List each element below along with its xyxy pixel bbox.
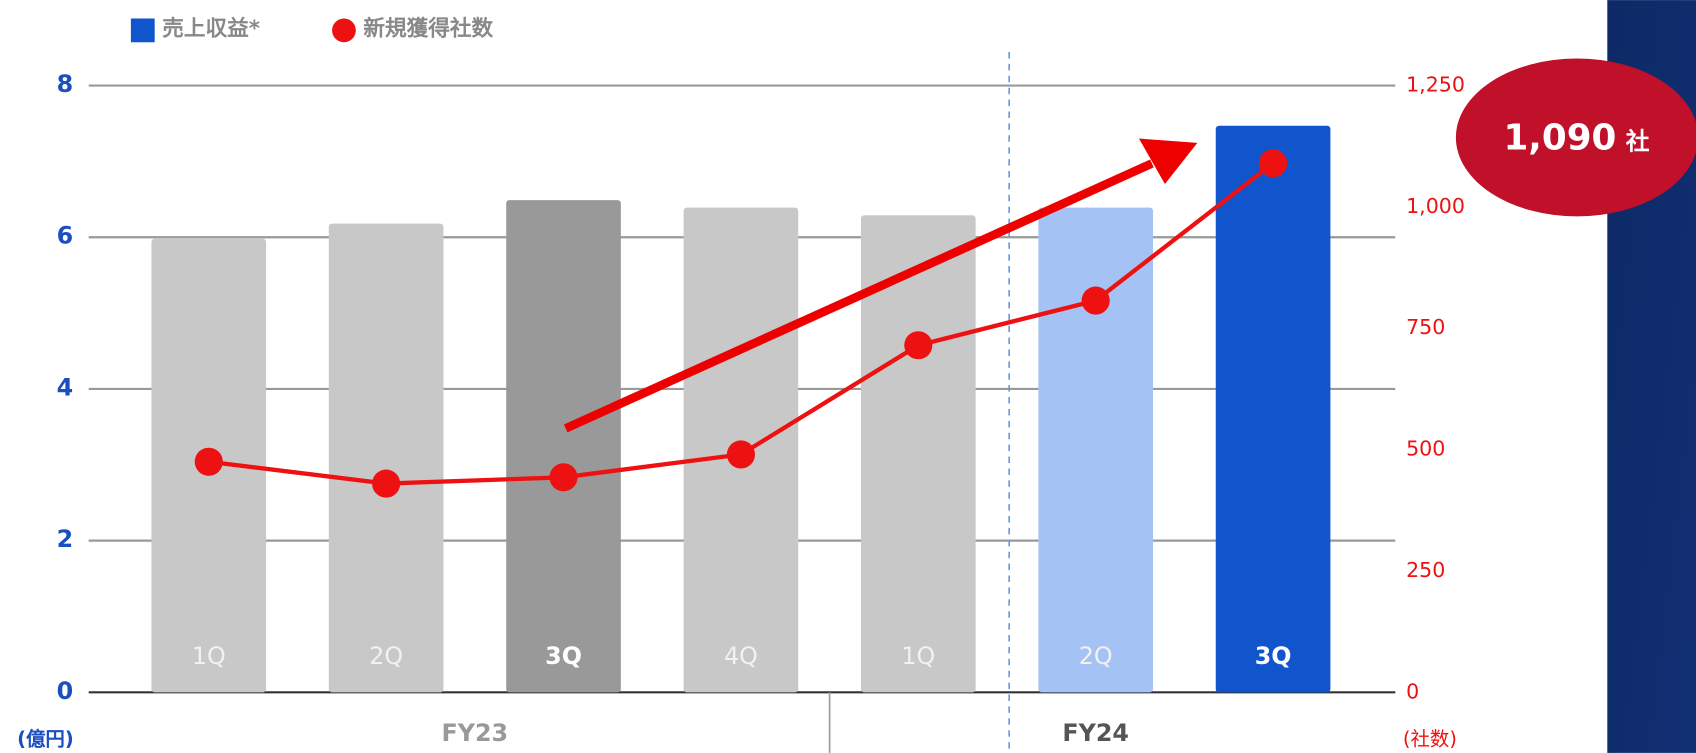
x-tick-label: 1Q (192, 642, 226, 670)
trend-arrow-head (1138, 138, 1198, 184)
y2-tick-label: 750 (1406, 315, 1445, 339)
point (549, 463, 578, 492)
point (372, 469, 401, 498)
y2-axis-unit: (社数) (1403, 727, 1457, 750)
x-tick-label: 2Q (1079, 642, 1113, 670)
y-axis-unit: (億円) (17, 727, 74, 750)
legend-swatch (332, 18, 356, 43)
y2-tick-label: 1,250 (1406, 73, 1465, 97)
point (1081, 286, 1110, 315)
bar (328, 223, 444, 693)
y-tick-label: 4 (57, 373, 74, 401)
value-label: 1,090 (1503, 118, 1616, 159)
value-label-unit: 社 (1626, 127, 1650, 155)
group-label: FY24 (1062, 719, 1129, 747)
x-tick-label: 3Q (545, 642, 582, 670)
legend-label: 売上収益* (162, 15, 260, 41)
y2-tick-label: 1,000 (1406, 194, 1465, 218)
y-tick-label: 8 (57, 70, 74, 98)
y-tick-label: 0 (57, 677, 74, 705)
y-tick-label: 2 (57, 525, 74, 553)
x-tick-label: 1Q (901, 642, 935, 670)
point (726, 440, 755, 469)
y2-tick-label: 500 (1406, 437, 1445, 461)
bar (860, 215, 976, 693)
point (904, 331, 933, 360)
point (194, 447, 223, 476)
group-label: FY23 (442, 719, 509, 747)
x-tick-label: 3Q (1255, 642, 1292, 670)
x-tick-label: 4Q (724, 642, 758, 670)
legend-swatch (130, 18, 155, 43)
trend-arrow (563, 159, 1154, 433)
y-tick-label: 6 (57, 222, 74, 250)
bar (1215, 125, 1331, 693)
callout-bubble (1455, 58, 1696, 217)
bar (506, 200, 621, 693)
y2-tick-label: 250 (1406, 558, 1445, 582)
bar (1038, 207, 1154, 693)
x-tick-label: 2Q (369, 642, 403, 670)
point (1259, 149, 1288, 178)
y2-tick-label: 0 (1406, 679, 1419, 703)
legend-label: 新規獲得社数 (363, 15, 493, 41)
